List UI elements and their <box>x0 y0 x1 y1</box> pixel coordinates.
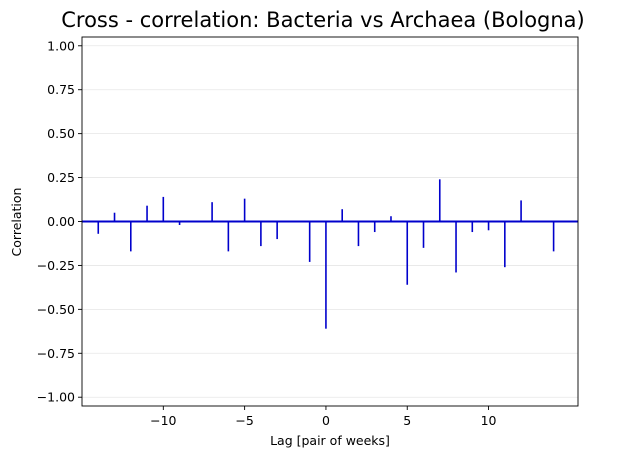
x-tick-label: −5 <box>235 413 253 428</box>
x-tick-label: −10 <box>150 413 176 428</box>
y-tick-label: 0.25 <box>47 170 75 185</box>
axes-layer: −1.00 −0.75 −0.50 −0.25 0.00 0.25 0.50 0.75 1.00… <box>37 36 579 428</box>
chart-title: Cross - correlation: Bacteria vs Archaea… <box>61 8 585 32</box>
y-tick-label: −0.25 <box>37 258 75 273</box>
y-tick-label: −0.75 <box>37 346 75 361</box>
x-tick-label: 0 <box>322 413 330 428</box>
y-tick-label: 1.00 <box>47 38 75 53</box>
x-tick-label: 5 <box>403 413 411 428</box>
y-tick-label: −1.00 <box>37 390 75 405</box>
y-tick-label: −0.50 <box>37 302 75 317</box>
x-axis-label: Lag [pair of weeks] <box>270 433 390 448</box>
stems-layer <box>82 179 578 329</box>
y-axis-label: Correlation <box>9 188 24 257</box>
y-tick-label: 0.00 <box>47 214 75 229</box>
y-tick-label: 0.75 <box>47 82 75 97</box>
x-tick-label: 10 <box>481 413 497 428</box>
y-tick-label: 0.50 <box>47 126 75 141</box>
